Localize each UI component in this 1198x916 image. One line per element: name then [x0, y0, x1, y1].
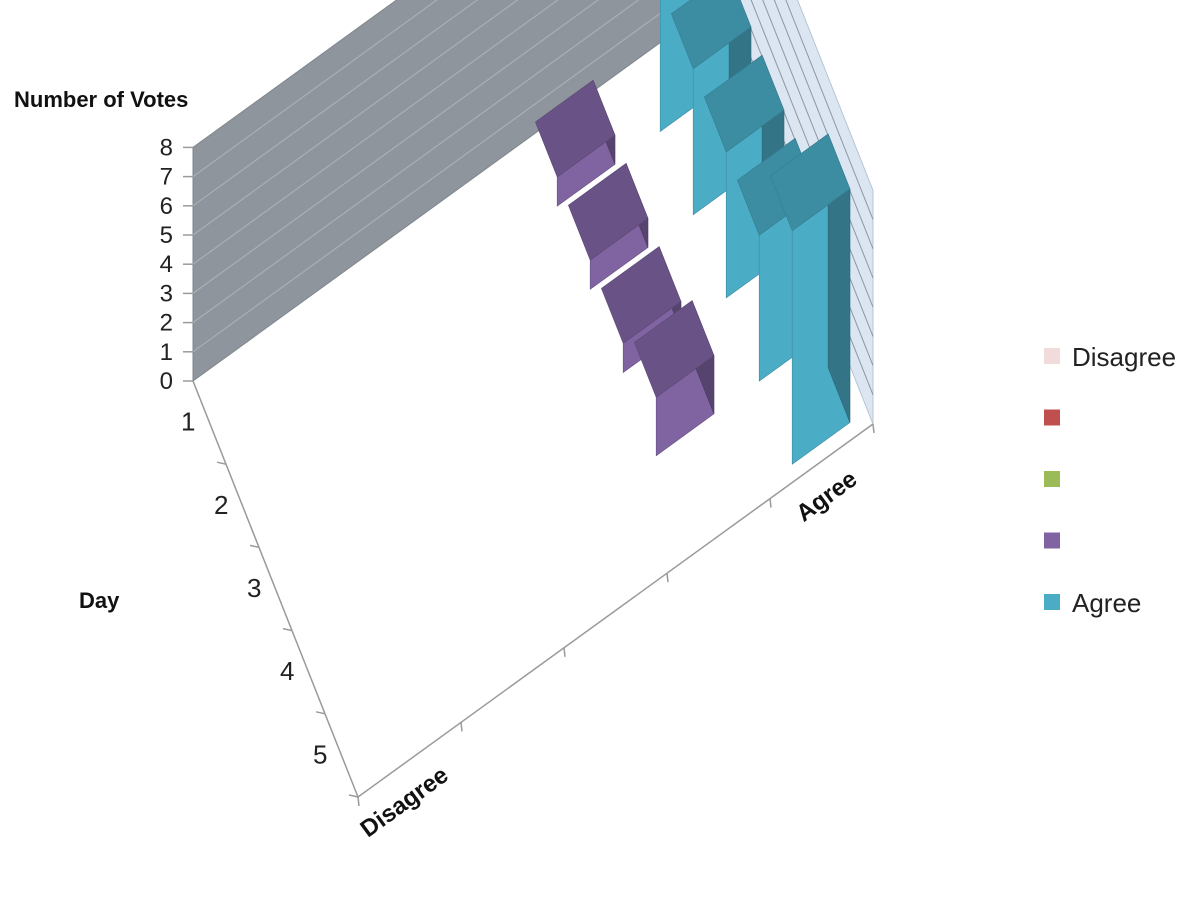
legend: Disagree Agree [1044, 342, 1176, 618]
day-axis-tick-label: 2 [214, 490, 228, 520]
day-axis-tick-label: 5 [313, 739, 327, 769]
back-wall-gridline [192, 0, 519, 236]
legend-swatch [1044, 532, 1060, 549]
back-wall-gridline [192, 0, 438, 178]
floor-axes [192, 380, 875, 807]
back-wall-gridline [192, 0, 680, 353]
legend-label: Disagree [1072, 342, 1176, 372]
z-axis-tick-label: 8 [160, 134, 173, 161]
day-axis-tick [249, 544, 260, 549]
back-wall-gridline [192, 0, 640, 324]
z-axis-tick-label: 3 [160, 280, 173, 307]
z-axis-title: Number of Votes [14, 87, 188, 112]
day-axis-ticks: 1 2 3 4 5 [181, 407, 327, 770]
bar-top-face [671, 0, 752, 70]
z-axis-tick-label: 4 [160, 251, 173, 278]
day-axis-tick-label: 1 [181, 407, 195, 437]
day-axis-tick [216, 461, 227, 465]
z-axis-tick-label: 7 [160, 164, 173, 191]
bar-top-face [535, 79, 616, 178]
bar-top-face [634, 300, 715, 398]
category-axis-line [357, 423, 874, 798]
back-wall-gridline [192, 0, 479, 207]
bar-top-face [568, 162, 649, 261]
day-axis-tick [348, 794, 359, 798]
category-axis-tick [563, 647, 566, 657]
legend-swatch [1044, 594, 1060, 610]
legend-label: Agree [1072, 588, 1141, 618]
day-axis-tick-label: 4 [280, 656, 294, 686]
day-axis-title: Day [79, 588, 120, 613]
day-axis-line [192, 380, 359, 798]
category-axis-tick [460, 722, 463, 732]
legend-swatch [1044, 409, 1060, 426]
category-axis-tick-label: Disagree [356, 762, 454, 843]
day-axis-tick [282, 627, 293, 632]
category-axis-tick [872, 423, 875, 434]
legend-swatch [1044, 471, 1060, 487]
category-axis-tick [769, 498, 772, 508]
z-axis-tick-label: 0 [160, 368, 173, 395]
z-axis-tick-label: 1 [160, 339, 173, 366]
bar-top-face [704, 54, 785, 153]
category-axis-tick [666, 573, 669, 583]
bar-top-face [770, 133, 851, 232]
z-axis-tick-label: 6 [160, 193, 173, 220]
back-wall-gridline [192, 0, 600, 294]
side-wall-gridline [785, 0, 874, 220]
bars [535, 0, 851, 465]
back-wall-gridline [192, 0, 559, 265]
z-axis-tick-label: 2 [160, 310, 173, 337]
day-axis-tick [315, 711, 326, 715]
legend-swatch [1044, 348, 1060, 364]
day-axis-tick-label: 3 [247, 573, 261, 603]
category-axis-tick [357, 796, 360, 807]
bar-top-face [601, 246, 682, 344]
z-axis-tick-label: 5 [160, 222, 173, 249]
